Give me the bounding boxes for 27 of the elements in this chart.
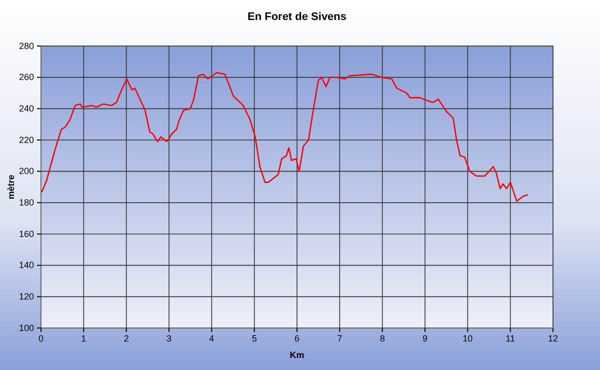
y-tick-label: 200 <box>18 166 34 176</box>
x-tick-label: 10 <box>462 333 473 344</box>
x-tick-label: 4 <box>209 333 214 344</box>
x-tick-label: 8 <box>380 333 385 344</box>
x-tick-label: 3 <box>166 333 172 344</box>
y-tick-label: 260 <box>18 72 34 82</box>
x-tick-label: 9 <box>422 333 428 344</box>
y-axis-title: mètre <box>6 174 16 200</box>
y-tick-label: 100 <box>18 322 34 333</box>
y-tick-label: 180 <box>18 198 34 208</box>
y-tick-label: 120 <box>18 292 34 302</box>
x-tick-label: 7 <box>337 333 342 344</box>
x-tick-label: 5 <box>252 333 257 344</box>
y-tick-label: 280 <box>18 40 34 51</box>
x-tick-label: 0 <box>38 333 44 344</box>
x-tick-label: 6 <box>294 333 300 344</box>
line-series <box>41 72 528 202</box>
x-tick-label: 12 <box>548 333 558 344</box>
y-tick-label: 160 <box>18 228 34 239</box>
chart-title: En Foret de Sivens <box>247 11 347 23</box>
y-tick-label: 240 <box>18 104 34 114</box>
x-tick-label: 2 <box>124 333 129 344</box>
x-tick-label: 11 <box>506 333 516 344</box>
x-axis-title: Km <box>290 350 304 360</box>
y-tick-label: 220 <box>18 134 34 145</box>
y-tick-label: 140 <box>18 260 34 270</box>
x-tick-label: 1 <box>81 333 86 344</box>
